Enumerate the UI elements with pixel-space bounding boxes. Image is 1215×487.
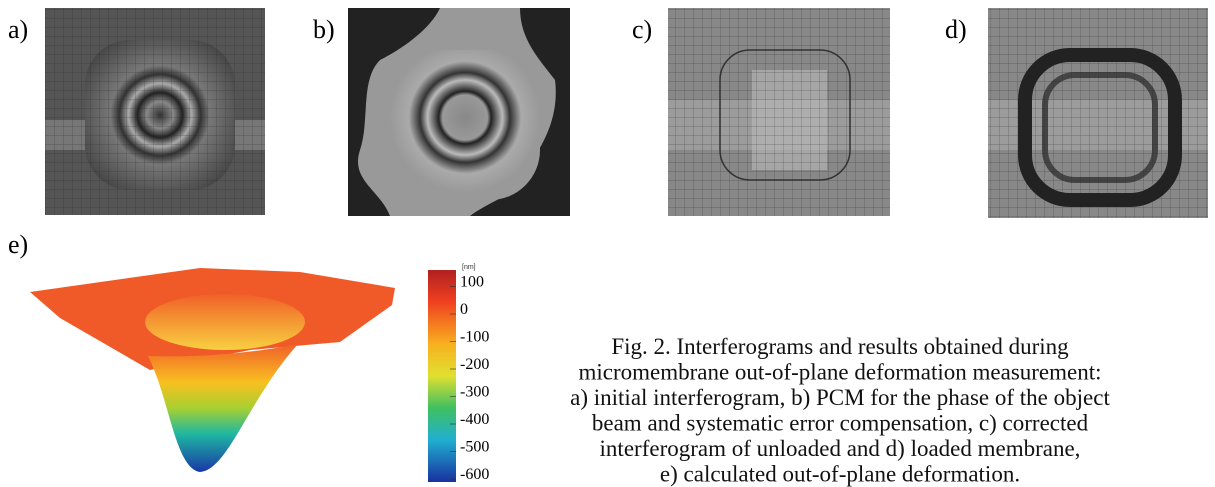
deformation-surface bbox=[30, 268, 395, 472]
colorbar-tick-label: -500 bbox=[460, 439, 489, 456]
panel-label: d) bbox=[945, 15, 967, 44]
caption-line: beam and systematic error compensation, … bbox=[592, 411, 1089, 436]
caption-line: a) initial interferogram, b) PCM for the… bbox=[570, 385, 1110, 410]
colorbar-tick-label: 100 bbox=[460, 274, 484, 291]
caption-line: e) calculated out-of-plane deformation. bbox=[660, 462, 1020, 487]
panel-label: a) bbox=[8, 15, 28, 44]
colorbar-tick-label: -400 bbox=[460, 411, 489, 428]
caption: Fig. 2. Interferograms and results obtai… bbox=[570, 334, 1110, 487]
colorbar-tick-label: -200 bbox=[460, 356, 489, 373]
colorbar-tick-label: -100 bbox=[460, 329, 489, 346]
colorbar-tick-label: 0 bbox=[460, 301, 468, 318]
panel-label: e) bbox=[8, 230, 28, 259]
panel-b-image bbox=[348, 8, 570, 216]
panel-d-image bbox=[988, 8, 1208, 218]
colorbar-tick-label: -300 bbox=[460, 384, 489, 401]
figure: [nm] 1000-100-200-300-400-500-600 a) b) … bbox=[0, 0, 1215, 487]
panel-a-image bbox=[45, 8, 265, 215]
panel-label: c) bbox=[632, 15, 652, 44]
colorbar-tick-label: -600 bbox=[460, 466, 489, 483]
caption-line: interferogram of unloaded and d) loaded … bbox=[600, 436, 1081, 461]
panel-c-image bbox=[668, 8, 890, 216]
caption-line: micromembrane out-of-plane deformation m… bbox=[578, 360, 1101, 385]
caption-line: Fig. 2. Interferograms and results obtai… bbox=[611, 334, 1069, 359]
colorbar-unit: [nm] bbox=[462, 264, 476, 271]
panel-label: b) bbox=[313, 15, 335, 44]
